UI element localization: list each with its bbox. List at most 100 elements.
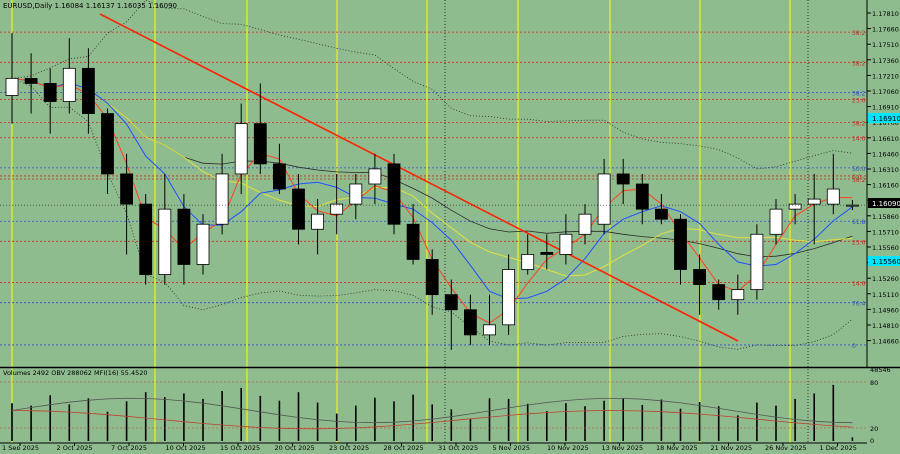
date-axis-label: 10 Oct 2025	[166, 444, 206, 450]
candle	[674, 218, 687, 270]
price-tags: 1.16910 1.16090 1.15560	[868, 113, 900, 266]
volume-axis-label: 80	[870, 379, 878, 387]
price-axis-label: 1.17810	[872, 10, 899, 18]
date-axis-label: 2 Oct 2025	[57, 444, 93, 450]
date-axis-label: 18 Nov 2025	[656, 444, 698, 450]
indicator-lines	[0, 381, 867, 430]
candle	[521, 254, 535, 270]
candle	[158, 208, 172, 275]
price-axis-label: 1.16760	[872, 119, 899, 127]
red-trendline[interactable]	[99, 13, 739, 342]
date-axis-label: 31 Oct 2025	[438, 444, 478, 450]
fib-level-label: 61.8	[852, 219, 866, 226]
fib-level-label: 38.2	[852, 60, 866, 67]
candle	[120, 173, 133, 205]
candle	[444, 294, 458, 311]
candle	[463, 309, 477, 336]
candle	[540, 251, 554, 255]
price-axis-label: 1.17060	[872, 88, 899, 96]
candle	[82, 67, 95, 114]
price-axis-label: 1.16310	[872, 166, 899, 174]
candles	[5, 33, 859, 350]
price-axis-label: 1.15110	[872, 291, 899, 299]
date-axis-label: 10 Nov 2025	[547, 444, 589, 450]
candle	[368, 168, 382, 185]
price-axis-label: 1.17360	[872, 57, 899, 65]
candle	[311, 213, 325, 230]
cyan-price-tag-upper-text: 1.16910	[872, 115, 900, 123]
fib-level-label: 38.2	[852, 90, 866, 97]
candle	[330, 203, 344, 215]
candle	[578, 213, 592, 235]
date-axis-label: 7 Oct 2025	[111, 444, 147, 450]
candle	[253, 123, 267, 165]
date-axis-label: 26 Nov 2025	[765, 444, 807, 450]
candle	[693, 269, 706, 285]
candle	[177, 208, 191, 265]
candle	[43, 83, 57, 102]
fib-level-label: 0.0	[852, 174, 862, 181]
fib-levels: 38.238.238.223.638.214.650.00.038.261.82…	[0, 30, 867, 350]
ma-mid-line	[11, 77, 853, 300]
trendline	[99, 13, 739, 342]
price-axis-label: 1.14960	[872, 306, 899, 314]
price-axis-label: 1.17660	[872, 26, 899, 34]
fib-level-label: 76.4	[852, 301, 866, 308]
current-price-tag-text: 1.16090	[872, 200, 900, 208]
candle	[196, 223, 210, 265]
fib-level-label: 0	[852, 343, 856, 350]
date-axis-label: 1 Sep 2025	[2, 444, 39, 450]
price-axis-label: 1.17210	[872, 72, 899, 80]
fib-level-label: 23.6	[852, 98, 866, 105]
candle	[349, 183, 363, 205]
vertical-markers	[11, 0, 809, 443]
price-axis-label: 1.17510	[872, 41, 899, 49]
volume-axis-label: 0	[870, 437, 874, 445]
candle	[5, 77, 19, 96]
fib-level-label: 38.2	[852, 177, 866, 184]
candle	[292, 188, 305, 230]
date-axis-label: 1 Dec 2025	[820, 444, 857, 450]
date-axis-label: 23 Oct 2025	[329, 444, 369, 450]
price-axis-label: 1.15860	[872, 213, 899, 221]
candle	[597, 173, 611, 225]
date-axis-label: 20 Oct 2025	[275, 444, 315, 450]
symbol-header: EURUSD,Daily 1.16084 1.16137 1.16035 1.1…	[3, 2, 177, 10]
candle	[769, 208, 783, 235]
price-axis-label: 1.15560	[872, 244, 899, 252]
volume-axis: 48546 80 20 0	[870, 366, 891, 445]
fib-level-label: 50.0	[852, 166, 866, 173]
candle	[406, 223, 420, 260]
candle	[215, 173, 229, 225]
candle	[139, 203, 153, 275]
candle	[425, 259, 439, 296]
date-axis-label: 21 Nov 2025	[711, 444, 753, 450]
bollinger-upper	[11, 0, 853, 170]
date-axis-label: 28 Oct 2025	[384, 444, 424, 450]
cyan-price-tag-upper	[868, 113, 900, 123]
candle	[387, 163, 401, 225]
price-axis-label: 1.16460	[872, 150, 899, 158]
obv-line	[11, 397, 853, 424]
fib-level-label: 14.6	[852, 136, 866, 143]
indicator-header: Volumes 2492 OBV 288062 MFI(16) 55.4520	[3, 369, 148, 377]
candle	[712, 284, 726, 301]
mfi-line	[11, 410, 853, 430]
candle	[483, 324, 496, 336]
candle	[655, 208, 668, 220]
candle	[24, 77, 38, 84]
fib-level-label: 23.6	[852, 239, 866, 246]
ma-slow-line	[11, 77, 853, 277]
volume-bars	[11, 384, 854, 441]
candle	[234, 123, 248, 175]
price-axis-label: 1.15260	[872, 275, 899, 283]
candle	[731, 289, 745, 301]
date-axis-label: 15 Oct 2025	[220, 444, 260, 450]
candle	[616, 173, 630, 185]
date-axis-label: 5 Nov 2025	[493, 444, 531, 450]
price-axis-label: 1.16160	[872, 182, 899, 190]
candle	[807, 198, 821, 205]
